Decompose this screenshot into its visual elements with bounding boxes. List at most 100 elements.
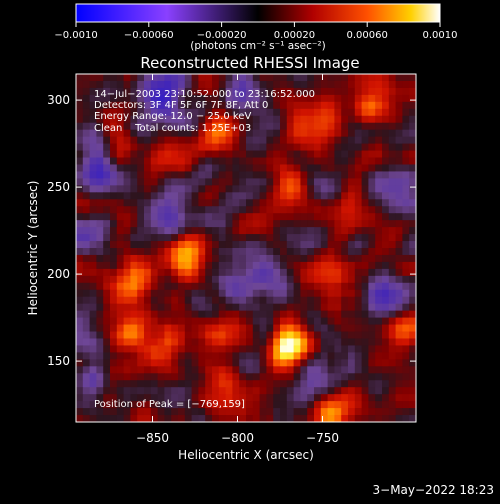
heatmap-cell	[402, 331, 410, 339]
heatmap-cell	[300, 241, 308, 249]
heatmap-cell	[171, 80, 179, 89]
heatmap-cell	[375, 345, 383, 353]
heatmap-cell	[110, 317, 118, 325]
heatmap-cell	[293, 80, 301, 89]
heatmap-cell	[157, 373, 165, 381]
heatmap-cell	[334, 387, 342, 395]
heatmap-cell	[252, 185, 260, 193]
heatmap-cell	[116, 359, 124, 367]
heatmap-cell	[388, 352, 396, 360]
heatmap-cell	[252, 387, 260, 395]
heatmap-cell	[320, 80, 328, 89]
heatmap-cell	[212, 192, 220, 200]
heatmap-cell	[191, 331, 199, 339]
heatmap-cell	[164, 122, 172, 131]
heatmap-cell	[150, 248, 158, 256]
heatmap-cell	[273, 94, 281, 103]
heatmap-cell	[246, 143, 254, 151]
heatmap-cell	[327, 254, 335, 263]
heatmap-cell	[218, 303, 226, 312]
heatmap-cell	[96, 268, 104, 277]
heatmap-cell	[178, 122, 186, 131]
heatmap-cell	[232, 373, 240, 381]
heatmap-cell	[280, 331, 288, 339]
heatmap-cell	[273, 87, 281, 96]
heatmap-cell	[212, 408, 220, 416]
heatmap-cell	[116, 199, 124, 207]
heatmap-cell	[178, 136, 186, 144]
heatmap-cell	[157, 178, 165, 186]
heatmap-cell	[361, 254, 369, 263]
heatmap-cell	[252, 136, 260, 144]
heatmap-cell	[198, 254, 206, 263]
heatmap-cell	[252, 227, 260, 235]
heatmap-cell	[103, 296, 111, 305]
heatmap-cell	[137, 178, 145, 186]
heatmap-cell	[341, 331, 349, 339]
heatmap-cell	[259, 234, 267, 242]
heatmap-cell	[89, 268, 97, 277]
heatmap-cell	[137, 115, 145, 124]
heatmap-cell	[171, 115, 179, 124]
heatmap-cell	[320, 345, 328, 353]
heatmap-cell	[123, 345, 131, 353]
heatmap-cell	[103, 213, 111, 221]
heatmap-cell	[246, 359, 254, 367]
heatmap-cell	[212, 185, 220, 193]
heatmap-cell	[382, 227, 390, 235]
heatmap-cell	[361, 248, 369, 256]
y-axis-label: Heliocentric Y (arcsec)	[26, 181, 40, 316]
heatmap-cell	[368, 101, 376, 110]
heatmap-cell	[252, 115, 260, 124]
heatmap-cell	[307, 345, 315, 353]
heatmap-cell	[89, 282, 97, 291]
heatmap-cell	[266, 415, 274, 423]
heatmap-cell	[130, 206, 138, 214]
heatmap-cell	[293, 352, 301, 360]
heatmap-cell	[382, 268, 390, 277]
heatmap-cell	[82, 268, 90, 277]
heatmap-cell	[82, 101, 90, 110]
heatmap-cell	[191, 178, 199, 186]
heatmap-cell	[327, 373, 335, 381]
heatmap-cell	[150, 101, 158, 110]
heatmap-cell	[225, 122, 233, 131]
heatmap-cell	[293, 220, 301, 228]
heatmap-cell	[286, 366, 294, 374]
heatmap-cell	[354, 115, 362, 124]
heatmap-cell	[402, 199, 410, 207]
heatmap-cell	[252, 408, 260, 416]
heatmap-cell	[259, 415, 267, 423]
heatmap-cell	[259, 261, 267, 270]
heatmap-cell	[280, 213, 288, 221]
heatmap-cell	[212, 248, 220, 256]
heatmap-cell	[198, 248, 206, 256]
heatmap-cell	[184, 101, 192, 110]
heatmap-cell	[246, 324, 254, 332]
heatmap-cell	[212, 80, 220, 89]
heatmap-cell	[320, 178, 328, 186]
heatmap-cell	[252, 401, 260, 409]
heatmap-cell	[341, 206, 349, 214]
heatmap-cell	[266, 115, 274, 124]
heatmap-cell	[273, 248, 281, 256]
heatmap-cell	[178, 317, 186, 325]
heatmap-cell	[89, 150, 97, 158]
heatmap-cell	[82, 387, 90, 395]
heatmap-cell	[225, 178, 233, 186]
heatmap-cell	[205, 94, 213, 103]
heatmap-cell	[327, 101, 335, 110]
heatmap-cell	[280, 178, 288, 186]
heatmap-cell	[144, 171, 152, 179]
heatmap-cell	[144, 303, 152, 312]
heatmap-cell	[409, 129, 417, 138]
heatmap-cell	[137, 345, 145, 353]
heatmap-cell	[205, 136, 213, 144]
heatmap-cell	[314, 122, 322, 131]
heatmap-cell	[395, 345, 403, 353]
heatmap-cell	[239, 234, 247, 242]
heatmap-cell	[348, 331, 356, 339]
heatmap-cell	[402, 122, 410, 131]
heatmap-cell	[266, 206, 274, 214]
heatmap-cell	[218, 143, 226, 151]
